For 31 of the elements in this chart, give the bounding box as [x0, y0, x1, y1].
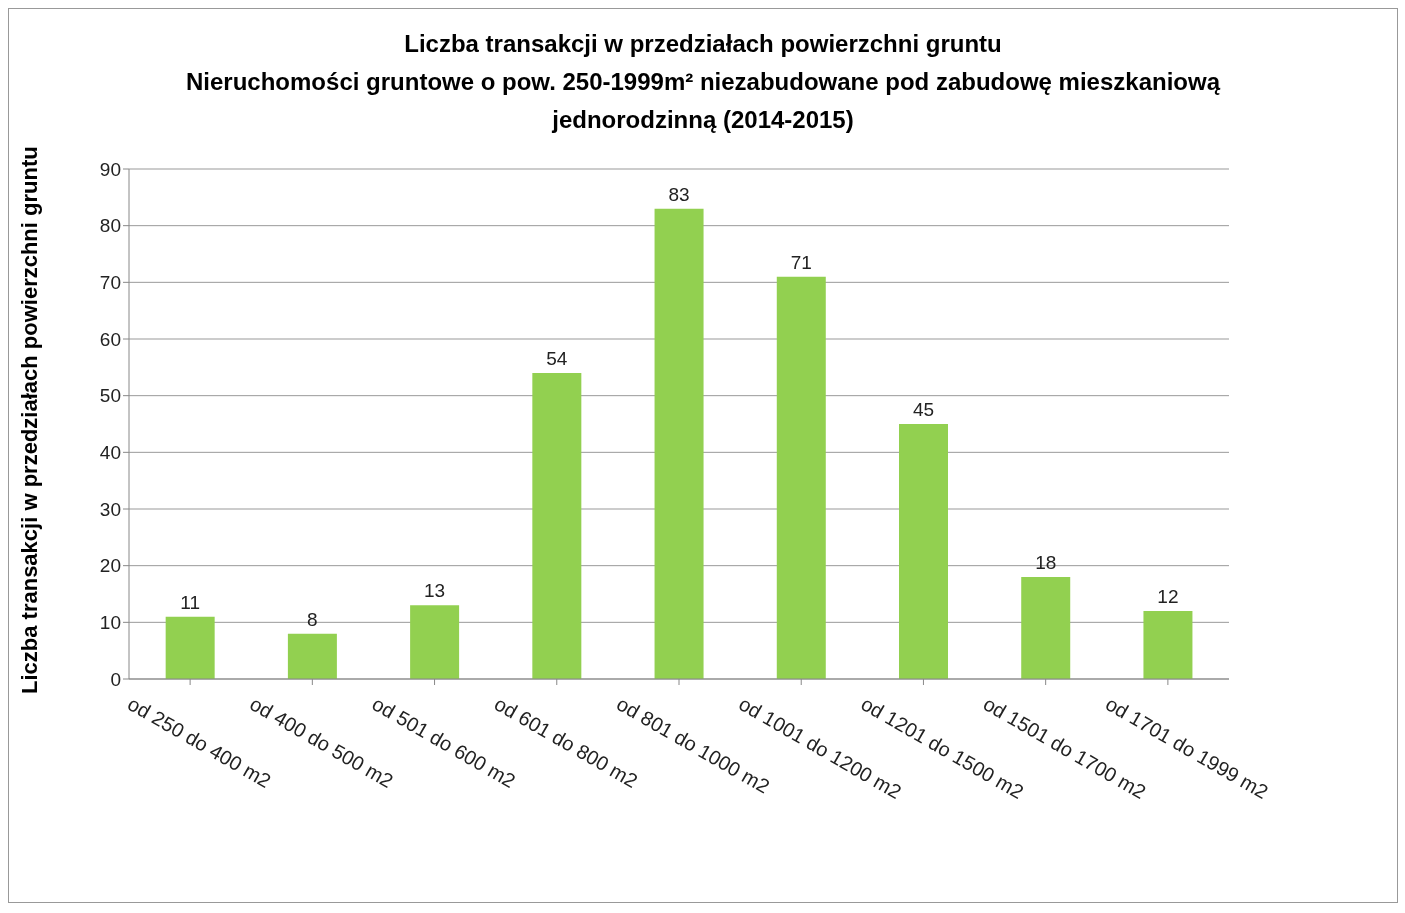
bar	[899, 424, 948, 679]
y-tick-label: 0	[110, 668, 121, 690]
y-axis-title: Liczba transakcji w przedziałach powierzchni gruntu	[16, 146, 42, 694]
data-label: 45	[912, 399, 935, 420]
data-label: 18	[1035, 552, 1057, 573]
data-label: 83	[668, 183, 690, 205]
y-tick-label: 40	[99, 442, 121, 464]
y-tick-label: 60	[99, 328, 121, 350]
data-label: 11	[180, 591, 201, 613]
bar	[776, 276, 826, 679]
y-tick-label: 10	[99, 612, 121, 634]
bar	[1021, 577, 1071, 679]
data-label: 71	[790, 251, 812, 273]
bar	[165, 616, 215, 679]
y-tick-label: 90	[99, 158, 121, 180]
bar	[532, 373, 582, 679]
bar	[410, 605, 460, 679]
y-tick-label: 80	[99, 215, 121, 237]
y-tick-label: 20	[99, 555, 121, 577]
data-label: 12	[1157, 586, 1179, 607]
y-tick-label: 50	[99, 385, 121, 407]
chart-title: Liczba transakcji w przedziałach powierzchni gruntu	[403, 29, 1003, 59]
bar	[287, 633, 337, 679]
data-label: 8	[307, 608, 318, 630]
y-tick-label: 70	[99, 272, 121, 294]
data-label: 54	[546, 348, 568, 369]
chart-subtitle: Nieruchomości gruntowe o pow. 250-1999m² niezabudowane pod zabudowę mieszkaniową jednorodzinną (2014-2015)	[185, 67, 1222, 135]
data-label: 13	[424, 580, 446, 602]
y-tick-label: 30	[99, 498, 121, 520]
bar	[654, 208, 704, 679]
bar	[1143, 611, 1193, 679]
